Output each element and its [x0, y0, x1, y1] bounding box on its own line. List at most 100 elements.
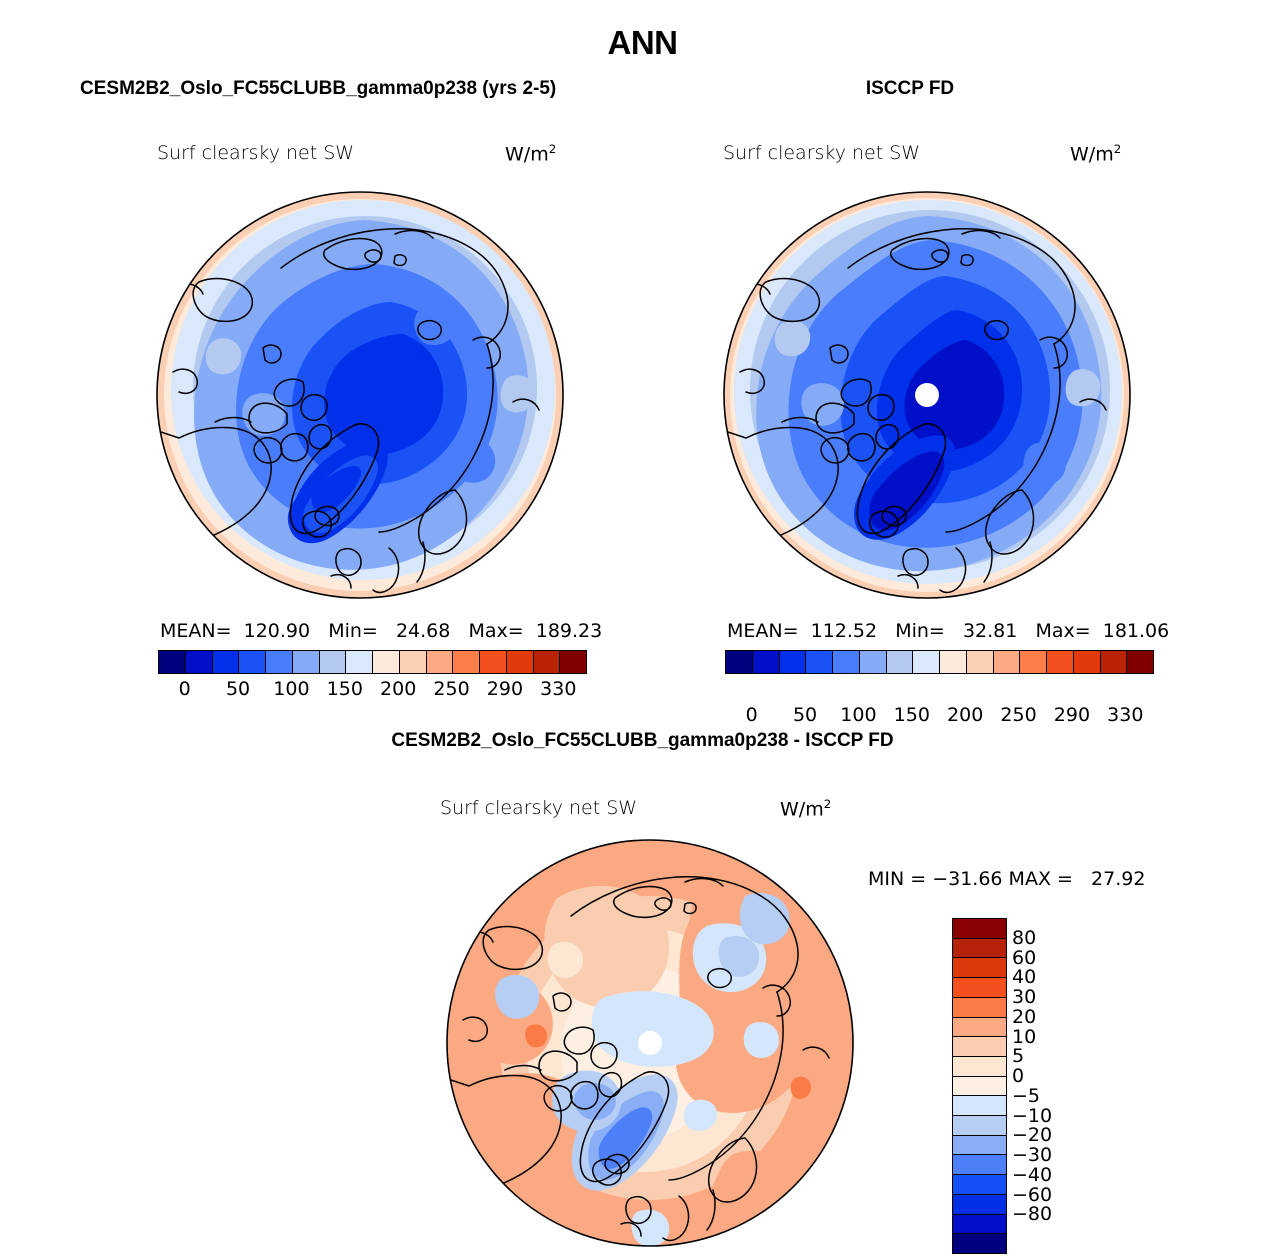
colorbar-tick-label: 100	[840, 704, 877, 726]
colorbar-tick-label: 30	[1012, 986, 1037, 1009]
units-text: W/m	[505, 143, 549, 166]
colorbar-tick-label: −10	[1012, 1104, 1053, 1127]
units-exponent: 2	[548, 142, 557, 156]
colorbar-tick-label: 0	[1012, 1065, 1025, 1088]
contour-fill-model	[157, 192, 563, 598]
units-label-model: W/m2	[505, 142, 556, 165]
colorbar-cell	[953, 1175, 1006, 1195]
colorbar-cell	[953, 1234, 1006, 1253]
colorbar-cell	[940, 651, 967, 673]
colorbar-cell	[953, 1076, 1006, 1097]
colorbar-cell	[1100, 651, 1128, 673]
colorbar-tick-label: −80	[1012, 1203, 1053, 1226]
colorbar-model	[158, 650, 587, 674]
colorbar-cell	[726, 651, 753, 673]
colorbar-tick-label: −60	[1012, 1183, 1053, 1206]
colorbar-difference-labels: 80 60 40 30 20 10 5 0 −5 −10 −20 −30 −40 −60 −80	[1012, 918, 1082, 1254]
colorbar-cell	[239, 651, 266, 673]
colorbar-tick-label: 40	[1012, 966, 1037, 989]
colorbar-cell	[913, 651, 940, 673]
colorbar-cell	[373, 651, 400, 673]
colorbar-cell	[953, 919, 1006, 939]
colorbar-cell	[185, 651, 213, 673]
colorbar-tick-label: −40	[1012, 1163, 1053, 1186]
colorbar-cell	[953, 1056, 1006, 1077]
colorbar-model-labels: 0 50 100 150 200 250 290 330	[158, 674, 585, 700]
colorbar-cell	[806, 651, 833, 673]
units-label-difference: W/m2	[780, 797, 831, 820]
colorbar-cell	[399, 651, 427, 673]
coastlines-observations	[724, 228, 1107, 598]
colorbar-difference	[952, 918, 1007, 1254]
units-label-observations: W/m2	[1070, 142, 1121, 165]
panel-title-difference: CESM2B2_Oslo_FC55CLUBB_gamma0p238 - ISCC…	[391, 730, 894, 751]
pole-data-gap	[638, 1031, 662, 1055]
colorbar-observations	[725, 650, 1154, 674]
coastlines-model	[157, 228, 540, 598]
colorbar-observations-labels: 0 50 100 150 200 250 290 330	[725, 700, 1152, 726]
colorbar-tick-label: 20	[1012, 1005, 1037, 1028]
colorbar-cell	[426, 651, 454, 673]
variable-label-difference: Surf clearsky net SW	[440, 797, 638, 819]
colorbar-tick-label: 60	[1012, 946, 1037, 969]
colorbar-cell	[480, 651, 507, 673]
colorbar-tick-label: 150	[326, 678, 363, 700]
colorbar-tick-label: 50	[225, 678, 251, 700]
polar-map-difference	[445, 838, 855, 1248]
colorbar-cell	[533, 651, 561, 673]
colorbar-tick-label: 200	[947, 704, 984, 726]
polar-map-observations-svg	[723, 191, 1131, 599]
colorbar-cell	[953, 958, 1006, 979]
colorbar-tick-label: 250	[1000, 704, 1037, 726]
colorbar-cell	[886, 651, 914, 673]
colorbar-tick-label: 330	[540, 678, 577, 700]
colorbar-cell	[953, 1116, 1006, 1136]
colorbar-cell	[833, 651, 860, 673]
stats-model: MEAN= 120.90 Min= 24.68 Max= 189.23	[160, 620, 603, 642]
colorbar-tick-label: 80	[1012, 926, 1037, 949]
colorbar-tick-label: 5	[1012, 1045, 1025, 1068]
colorbar-cell	[953, 1135, 1006, 1156]
polar-map-model-svg	[156, 191, 564, 599]
colorbar-cell	[212, 651, 240, 673]
colorbar-cell	[966, 651, 994, 673]
map-boundary-circle	[446, 839, 854, 1247]
colorbar-cell	[1073, 651, 1101, 673]
polar-map-observations	[722, 190, 1132, 600]
colorbar-tick-label: −30	[1012, 1144, 1053, 1167]
colorbar-cell	[752, 651, 780, 673]
colorbar-cell	[953, 1037, 1006, 1057]
colorbar-tick-label: 0	[745, 704, 758, 726]
colorbar-cell	[1020, 651, 1047, 673]
colorbar-cell	[453, 651, 480, 673]
colorbar-tick-label: 290	[486, 678, 524, 700]
colorbar-tick-label: 100	[273, 678, 310, 700]
variable-label-observations: Surf clearsky net SW	[723, 142, 921, 164]
colorbar-cell	[292, 651, 320, 673]
colorbar-cell	[1127, 651, 1153, 673]
colorbar-cell	[953, 1017, 1006, 1038]
map-boundary-circle	[156, 191, 564, 599]
colorbar-cell	[779, 651, 807, 673]
colorbar-tick-label: 50	[792, 704, 818, 726]
colorbar-cell	[560, 651, 586, 673]
units-text: W/m	[780, 798, 824, 821]
colorbar-tick-label: −5	[1012, 1084, 1041, 1107]
colorbar-cell	[859, 651, 887, 673]
colorbar-tick-label: 330	[1107, 704, 1144, 726]
map-boundary-circle	[723, 191, 1131, 599]
colorbar-cell	[953, 1155, 1006, 1176]
colorbar-cell	[953, 1096, 1006, 1117]
colorbar-tick-label: 250	[433, 678, 470, 700]
units-exponent: 2	[823, 797, 832, 811]
colorbar-tick-label: 290	[1053, 704, 1091, 726]
main-title: ANN	[607, 24, 679, 61]
colorbar-cell	[319, 651, 347, 673]
colorbar-cell	[346, 651, 373, 673]
units-text: W/m	[1070, 143, 1114, 166]
colorbar-cell	[506, 651, 534, 673]
colorbar-cell	[159, 651, 186, 673]
colorbar-cell	[953, 938, 1006, 959]
colorbar-tick-label: 200	[380, 678, 417, 700]
colorbar-cell	[953, 1194, 1006, 1215]
